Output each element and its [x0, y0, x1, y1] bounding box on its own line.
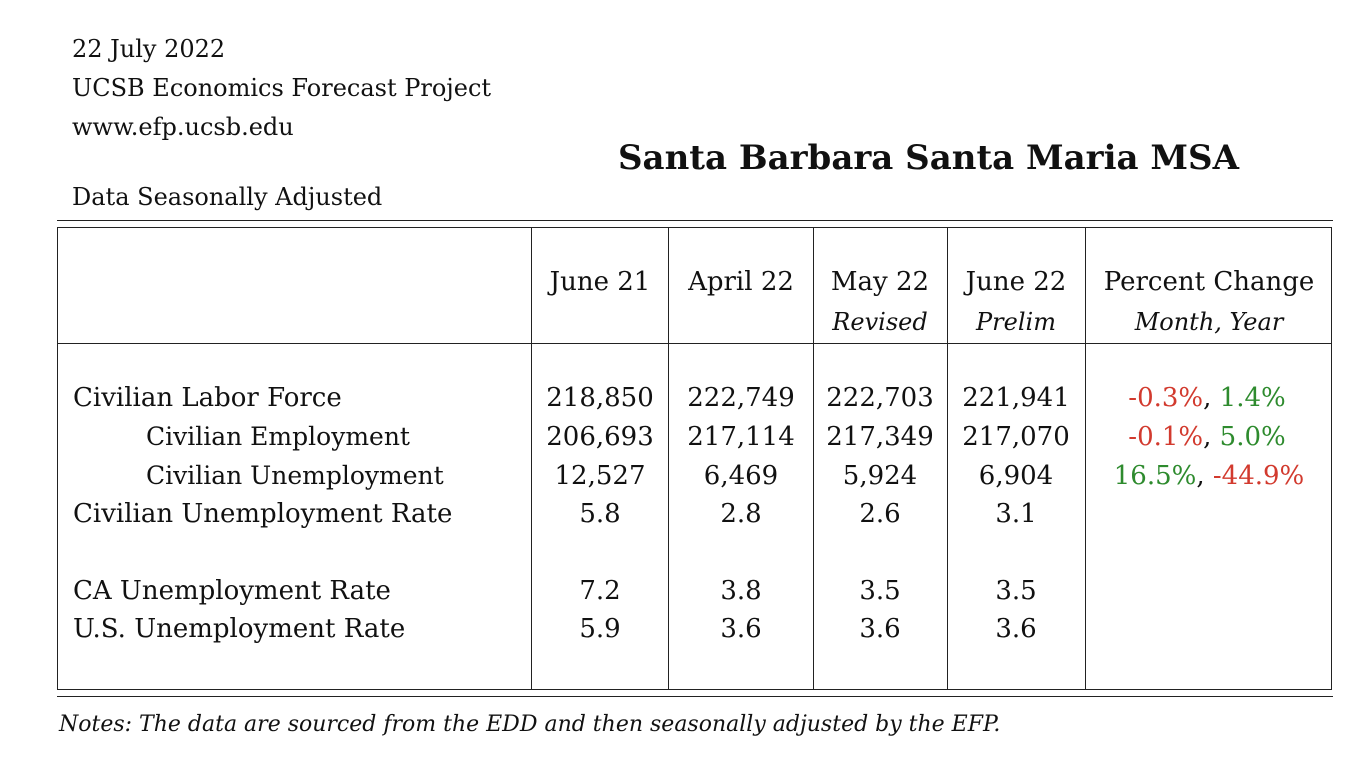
percent-change-cell: -0.1%, 5.0% [1128, 422, 1285, 452]
percent-change-cell: -0.3%, 1.4% [1128, 383, 1285, 413]
organization-name: UCSB Economics Forecast Project [72, 74, 492, 102]
column-header-april-22: April 22 [688, 267, 794, 297]
table-cell: 2.6 [859, 499, 901, 529]
header-divider [57, 343, 1332, 344]
table-cell: 3.5 [995, 576, 1037, 606]
table-cell: 3.6 [720, 614, 762, 644]
report-header: 22 July 2022 UCSB Economics Forecast Pro… [72, 30, 491, 147]
table-cell: 6,469 [703, 461, 779, 491]
column-header-june-22: June 22 [965, 267, 1067, 297]
table-cell: 221,941 [962, 383, 1070, 413]
column-header-may-22: May 22 [830, 267, 930, 297]
top-rule [57, 220, 1333, 221]
row-label-ca-rate: CA Unemployment Rate [73, 576, 391, 606]
column-divider [531, 227, 532, 690]
column-header-june-21: June 21 [549, 267, 651, 297]
year-change: 5.0% [1219, 422, 1286, 452]
year-change: 1.4% [1219, 383, 1286, 413]
column-divider [947, 227, 948, 690]
change-separator: , [1203, 383, 1220, 413]
row-label-labor-force: Civilian Labor Force [73, 383, 342, 413]
change-separator: , [1196, 461, 1213, 491]
column-subheader-month-year: Month, Year [1134, 308, 1284, 336]
data-table [57, 227, 1332, 690]
table-cell: 3.5 [859, 576, 901, 606]
column-divider [813, 227, 814, 690]
table-cell: 218,850 [546, 383, 654, 413]
table-cell: 3.6 [995, 614, 1037, 644]
change-separator: , [1203, 422, 1220, 452]
column-subheader-revised: Revised [832, 308, 928, 336]
data-note: Data Seasonally Adjusted [72, 183, 383, 211]
table-cell: 12,527 [554, 461, 646, 491]
table-cell: 3.8 [720, 576, 762, 606]
column-header-percent-change: Percent Change [1103, 267, 1315, 297]
table-cell: 217,349 [826, 422, 934, 452]
page-title: Santa Barbara Santa Maria MSA [618, 138, 1239, 178]
column-divider [1085, 227, 1086, 690]
table-cell: 222,749 [687, 383, 795, 413]
row-label-unemployment: Civilian Unemployment [146, 461, 444, 490]
month-change: 16.5% [1113, 461, 1197, 491]
row-label-unemployment-rate: Civilian Unemployment Rate [73, 499, 453, 529]
table-cell: 222,703 [826, 383, 934, 413]
table-cell: 5,924 [842, 461, 918, 491]
month-change: -0.1% [1128, 422, 1204, 452]
row-label-us-rate: U.S. Unemployment Rate [73, 614, 406, 644]
table-cell: 217,114 [687, 422, 795, 452]
table-cell: 217,070 [962, 422, 1070, 452]
table-cell: 3.1 [995, 499, 1037, 529]
year-change: -44.9% [1212, 461, 1305, 491]
table-cell: 206,693 [546, 422, 654, 452]
month-change: -0.3% [1128, 383, 1204, 413]
column-subheader-prelim: Prelim [976, 308, 1056, 336]
table-cell: 6,904 [978, 461, 1054, 491]
table-cell: 5.8 [579, 499, 621, 529]
percent-change-cell: 16.5%, -44.9% [1114, 461, 1305, 491]
table-cell: 3.6 [859, 614, 901, 644]
table-cell: 2.8 [720, 499, 762, 529]
footnote: Notes: The data are sourced from the EDD… [59, 712, 1001, 737]
column-divider [668, 227, 669, 690]
report-date: 22 July 2022 [72, 35, 226, 63]
website-url: www.efp.ucsb.edu [72, 113, 294, 141]
bottom-rule [57, 696, 1333, 697]
table-cell: 5.9 [579, 614, 621, 644]
row-label-employment: Civilian Employment [146, 422, 410, 451]
table-cell: 7.2 [579, 576, 621, 606]
